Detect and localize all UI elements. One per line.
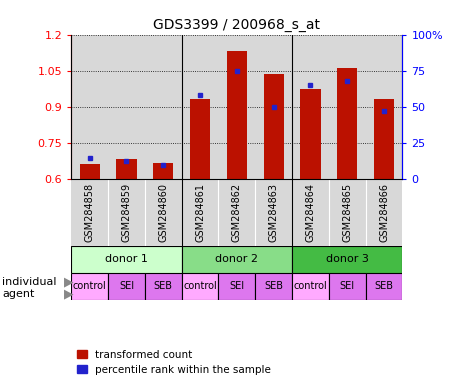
Bar xyxy=(71,273,108,300)
Bar xyxy=(79,164,100,179)
Text: control: control xyxy=(73,281,106,291)
Text: GSM284861: GSM284861 xyxy=(195,183,205,242)
Bar xyxy=(181,273,218,300)
Text: control: control xyxy=(293,281,327,291)
Text: GSM284863: GSM284863 xyxy=(268,183,278,242)
Text: donor 2: donor 2 xyxy=(215,254,258,264)
Text: SEI: SEI xyxy=(119,281,134,291)
Text: SEI: SEI xyxy=(229,281,244,291)
Text: SEB: SEB xyxy=(153,281,173,291)
Text: control: control xyxy=(183,281,217,291)
Text: GSM284866: GSM284866 xyxy=(378,183,388,242)
Text: SEB: SEB xyxy=(374,281,393,291)
Bar xyxy=(181,246,291,273)
Text: ▶: ▶ xyxy=(63,276,73,289)
Text: GSM284859: GSM284859 xyxy=(121,183,131,242)
Text: GSM284864: GSM284864 xyxy=(305,183,315,242)
Bar xyxy=(190,99,210,179)
Bar xyxy=(116,159,136,179)
Text: SEB: SEB xyxy=(263,281,283,291)
Bar xyxy=(108,273,145,300)
Bar xyxy=(291,273,328,300)
Title: GDS3399 / 200968_s_at: GDS3399 / 200968_s_at xyxy=(153,18,320,32)
Text: donor 1: donor 1 xyxy=(105,254,148,264)
Text: SEI: SEI xyxy=(339,281,354,291)
Legend: transformed count, percentile rank within the sample: transformed count, percentile rank withi… xyxy=(76,350,270,375)
Bar xyxy=(145,273,181,300)
Bar xyxy=(300,89,320,179)
Text: donor 3: donor 3 xyxy=(325,254,368,264)
Text: GSM284862: GSM284862 xyxy=(231,183,241,242)
Text: ▶: ▶ xyxy=(63,287,73,300)
Text: agent: agent xyxy=(2,289,34,299)
Bar xyxy=(226,51,246,179)
Bar xyxy=(71,246,181,273)
Bar xyxy=(218,273,255,300)
Bar xyxy=(153,162,173,179)
Text: GSM284858: GSM284858 xyxy=(84,183,95,242)
Bar xyxy=(291,246,402,273)
Text: GSM284860: GSM284860 xyxy=(158,183,168,242)
Text: individual: individual xyxy=(2,277,56,287)
Bar xyxy=(328,273,365,300)
Bar xyxy=(255,273,291,300)
Bar xyxy=(263,74,283,179)
Text: GSM284865: GSM284865 xyxy=(341,183,352,242)
Bar xyxy=(336,68,357,179)
Bar xyxy=(365,273,402,300)
Bar xyxy=(373,99,393,179)
